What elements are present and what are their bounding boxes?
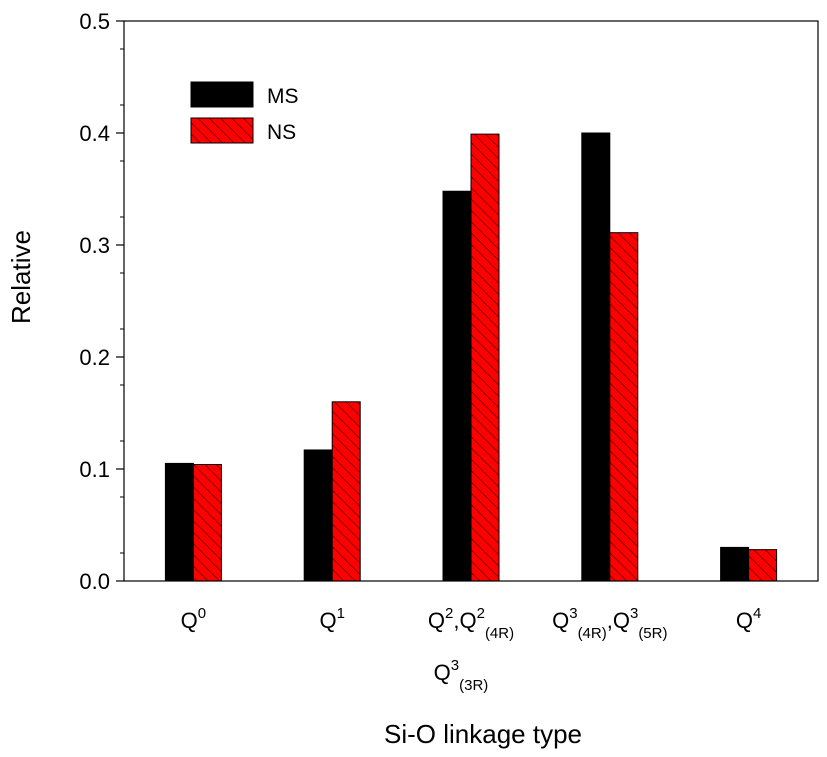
bar-ms-0	[164, 462, 194, 582]
y-tick-label: 0.0	[79, 569, 110, 594]
cat-label-sup: 2	[477, 605, 485, 622]
cat-label-text: ,Q	[607, 608, 630, 633]
legend-label-ns: NS	[267, 121, 296, 144]
y-tick-label: 0.2	[79, 345, 110, 370]
legend-swatch-ns	[190, 117, 254, 144]
plot-frame	[123, 20, 819, 582]
y-tick-label: 0.1	[79, 457, 110, 482]
cat-label-sup: 3	[569, 605, 577, 622]
bar-ns-3	[609, 232, 639, 582]
cat-label-text: Q	[736, 608, 753, 633]
x-category-labels: Q0​Q1​Q2​,Q2​(4R)​Q3​(4R)​,Q3​(5R)​Q4​Q3…	[181, 605, 762, 694]
bar-ns-0	[192, 464, 222, 582]
bar-ms-2	[442, 190, 472, 582]
y-tick-labels: 0.0 0.1 0.2 0.3 0.4 0.5	[79, 9, 110, 594]
cat-label-sup: 3	[630, 605, 638, 622]
legend-swatch-ms	[190, 81, 254, 108]
cat-label-sub: (5R)	[638, 625, 667, 642]
cat-label-sub: (3R)	[459, 677, 488, 694]
cat-label-text: Q	[552, 608, 569, 633]
y-tick-label: 0.4	[79, 121, 110, 146]
y-axis-title: Relative	[6, 230, 36, 324]
cat-label-text: Q	[434, 660, 451, 685]
cat-label-text: Q	[319, 608, 336, 633]
axes-layer	[116, 20, 819, 582]
x-axis-title: Si-O linkage type	[384, 719, 582, 749]
bar-ms-1	[303, 449, 333, 582]
cat-label-sub: (4R)	[578, 625, 607, 642]
x-category-label-2: Q2​,Q2​(4R)​	[428, 605, 514, 642]
cat-label-text: Q	[428, 608, 445, 633]
cat-label-sup: 1	[337, 605, 345, 622]
bar-ns-1	[331, 401, 361, 582]
cat-label-text: ,Q	[453, 608, 476, 633]
cat-label-sup: 4	[753, 605, 761, 622]
cat-label-sup: 3	[451, 657, 459, 674]
bar-ms-4	[720, 546, 750, 582]
bar-ns-4	[748, 549, 778, 582]
y-tick-label: 0.5	[79, 9, 110, 34]
bar-ns-2	[470, 133, 500, 582]
cat-label-sup: 0	[198, 605, 206, 622]
x-category-label-3: Q3​(4R)​,Q3​(5R)​	[552, 605, 667, 642]
cat-label-text: Q	[181, 608, 198, 633]
x-category-label-4: Q4​	[736, 605, 761, 633]
x-category-label-0: Q0​	[181, 605, 206, 633]
x-category-label-2-line2: Q3​(3R)​	[434, 657, 489, 694]
legend: MS NS	[190, 81, 299, 144]
y-tick-label: 0.3	[79, 233, 110, 258]
legend-label-ms: MS	[267, 85, 299, 108]
x-category-label-1: Q1​	[319, 605, 344, 633]
bar-ms-3	[581, 132, 611, 582]
bars-layer	[164, 132, 778, 582]
cat-label-sup: 2	[445, 605, 453, 622]
cat-label-sub: (4R)	[485, 625, 514, 642]
